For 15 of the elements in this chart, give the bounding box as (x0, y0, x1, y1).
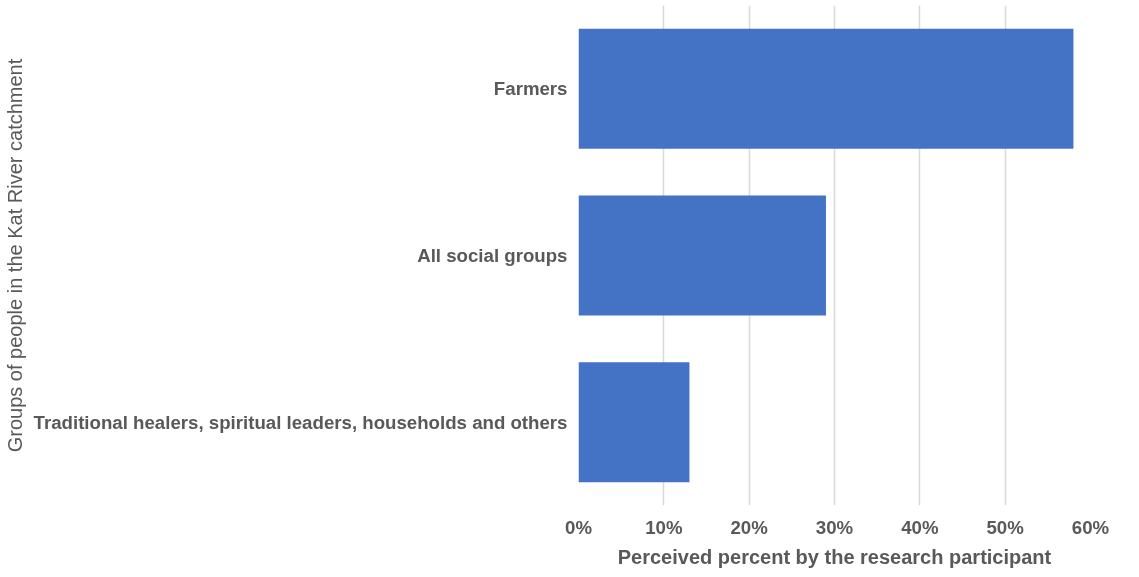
y-axis-title: Groups of people in the Kat River catchment (3, 58, 26, 453)
x-tick-label: 10% (645, 516, 683, 538)
x-tick-label: 50% (986, 516, 1025, 538)
x-tick-label: 30% (815, 516, 854, 538)
x-axis-title: Perceived percent by the research participant (617, 545, 1052, 568)
x-tick-label: 40% (901, 516, 939, 538)
bar (578, 362, 690, 483)
x-tick-label: 20% (730, 516, 769, 538)
x-tick-label: 60% (1071, 516, 1110, 538)
y-tick-label: Farmers (493, 78, 568, 100)
x-tick-label: 0% (565, 516, 593, 538)
y-tick-label: All social groups (417, 245, 568, 266)
bar (578, 195, 826, 316)
y-tick-label: Traditional healers, spiritual leaders, households and others (33, 411, 568, 433)
bar (578, 28, 1074, 149)
